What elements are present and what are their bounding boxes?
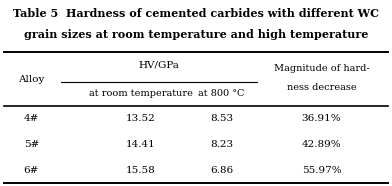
Text: ness decrease: ness decrease <box>287 83 356 92</box>
Text: Table 5  Hardness of cemented carbides with different WC: Table 5 Hardness of cemented carbides wi… <box>13 8 379 19</box>
Text: Alloy: Alloy <box>18 75 45 84</box>
Text: 8.23: 8.23 <box>210 140 233 149</box>
Text: 8.53: 8.53 <box>210 114 233 123</box>
Text: 5#: 5# <box>24 140 39 149</box>
Text: 55.97%: 55.97% <box>301 166 341 175</box>
Text: 6.86: 6.86 <box>210 166 233 175</box>
Text: 15.58: 15.58 <box>126 166 156 175</box>
Text: at 800 °C: at 800 °C <box>198 89 245 98</box>
Text: 6#: 6# <box>24 166 39 175</box>
Text: Magnitude of hard-: Magnitude of hard- <box>274 64 369 73</box>
Text: 42.89%: 42.89% <box>301 140 341 149</box>
Text: HV/GPa: HV/GPa <box>138 61 179 70</box>
Text: at room temperature: at room temperature <box>89 89 193 98</box>
Text: 13.52: 13.52 <box>126 114 156 123</box>
Text: 4#: 4# <box>24 114 39 123</box>
Text: 36.91%: 36.91% <box>301 114 341 123</box>
Text: grain sizes at room temperature and high temperature: grain sizes at room temperature and high… <box>24 29 368 40</box>
Text: 14.41: 14.41 <box>126 140 156 149</box>
